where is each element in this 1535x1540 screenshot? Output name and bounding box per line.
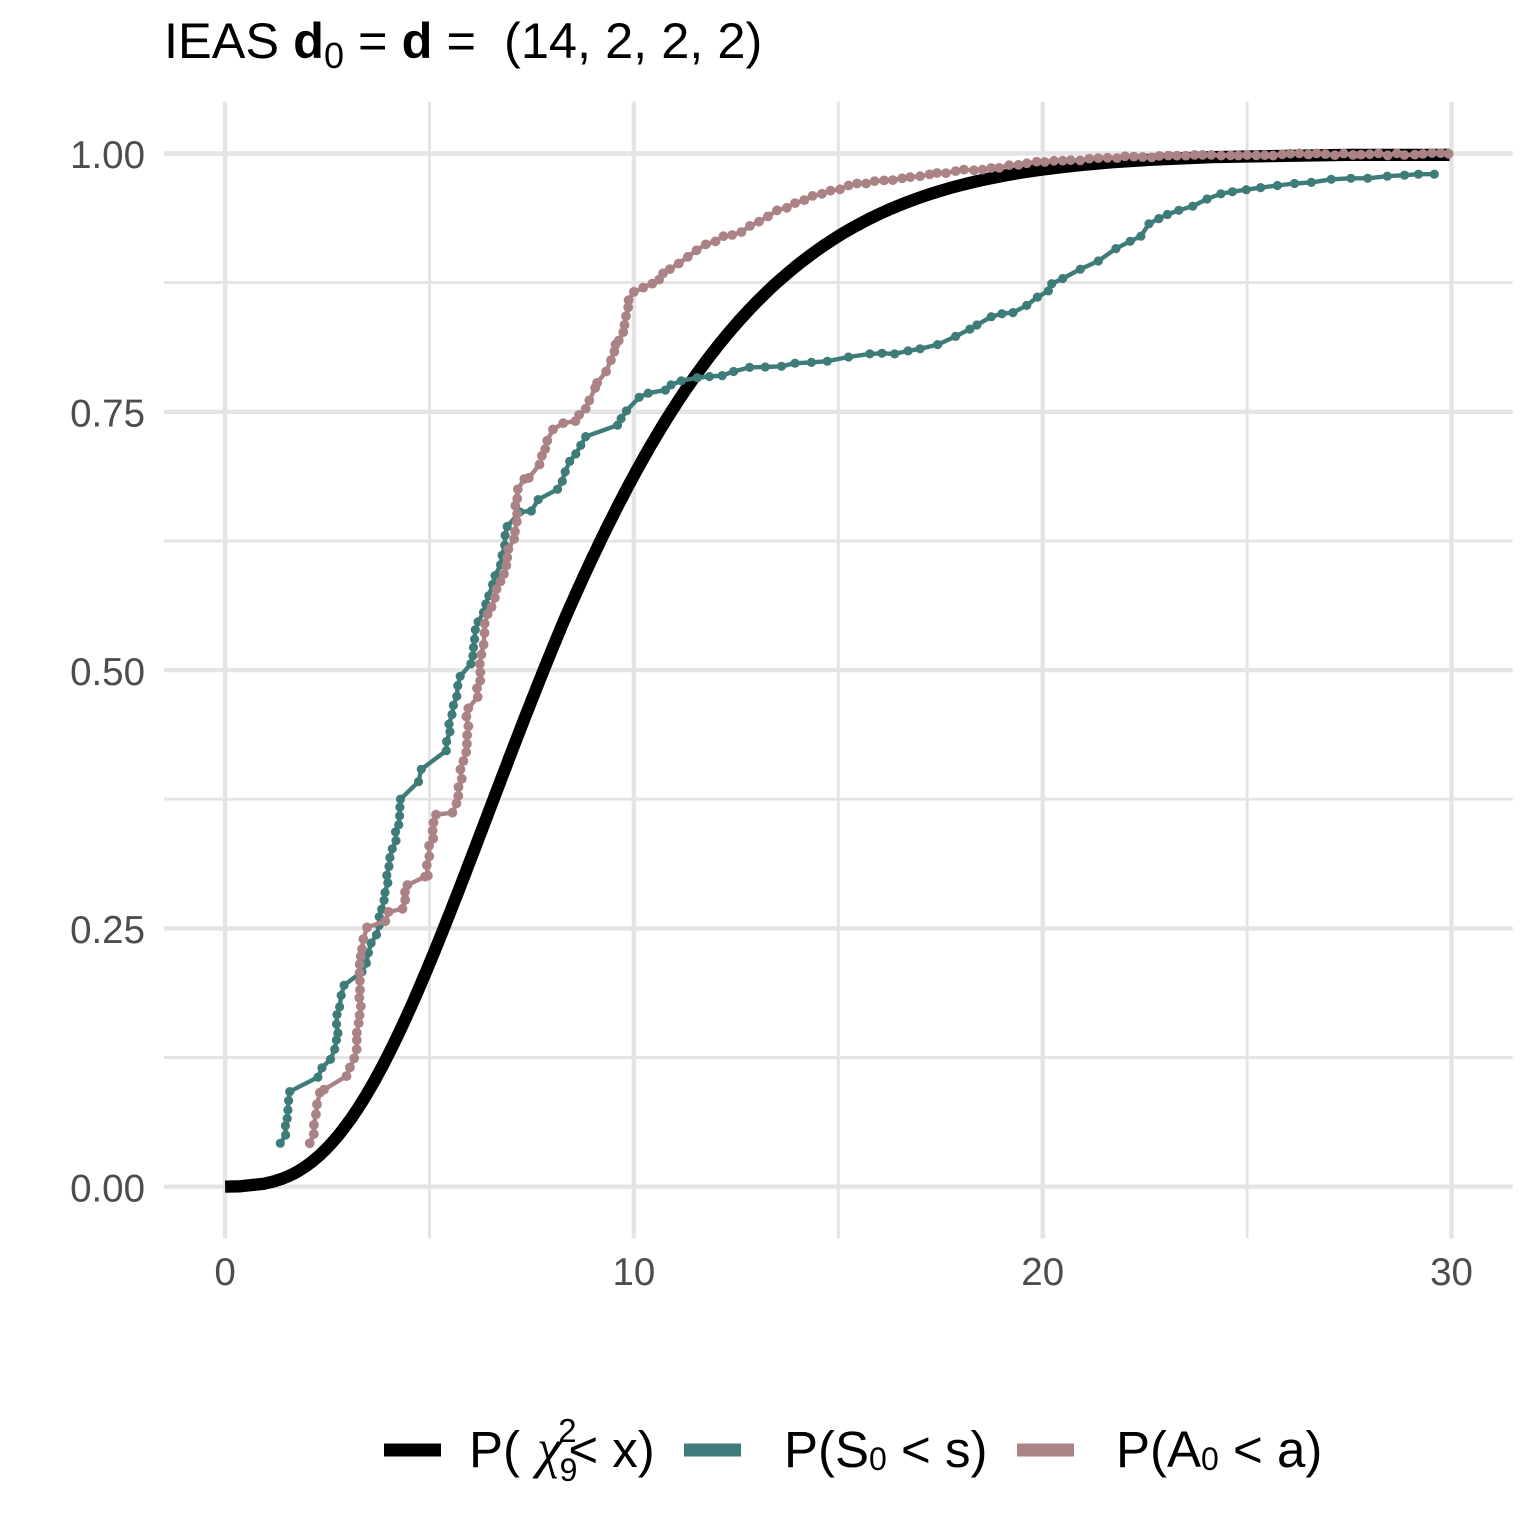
- svg-text:0.50: 0.50: [70, 651, 145, 694]
- svg-text:30: 30: [1430, 1251, 1473, 1294]
- svg-text:0.00: 0.00: [70, 1167, 145, 1210]
- svg-text:1.00: 1.00: [70, 134, 145, 177]
- svg-text:P(χ29< x): P(χ2 9< x): [469, 1412, 655, 1488]
- svg-text:0: 0: [214, 1251, 235, 1294]
- svg-text:0.25: 0.25: [70, 909, 145, 952]
- svg-text:10: 10: [612, 1251, 655, 1294]
- svg-text:20: 20: [1021, 1251, 1064, 1294]
- svg-text:IEAS d0 = d = (14, 2, 2, 2): IEAS d0 = d = (14, 2, 2, 2): [164, 12, 762, 76]
- svg-text:0.75: 0.75: [70, 393, 145, 436]
- svg-text:P(A0 < a): P(A0 < a): [1116, 1421, 1322, 1478]
